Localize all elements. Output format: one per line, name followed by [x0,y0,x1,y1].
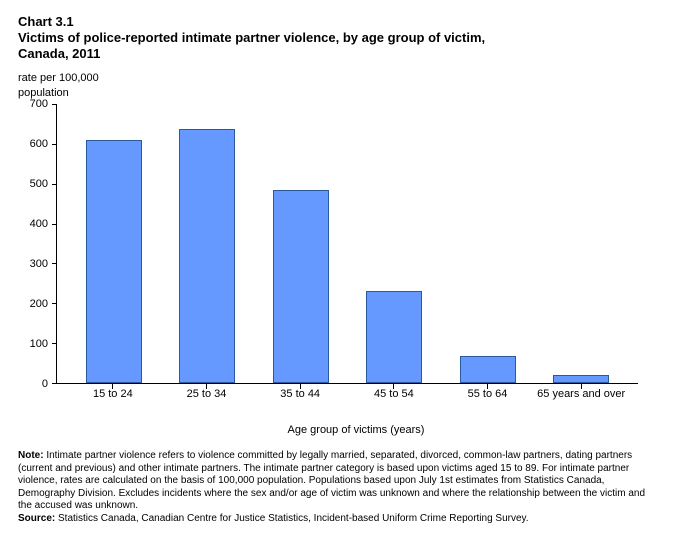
bar [460,356,516,384]
y-axis: 0100200300400500600700 [18,104,52,384]
plot-area: 0100200300400500600700 15 to 2425 to 343… [18,104,638,384]
y-tick-label: 500 [30,178,48,190]
y-tick-label: 600 [30,138,48,150]
y-tick-label: 700 [30,98,48,110]
bar [553,375,609,384]
bar [366,291,422,383]
x-tick-label: 15 to 24 [66,388,160,400]
bar [179,129,235,383]
bar-slot [254,104,348,383]
y-tick-label: 0 [42,378,48,390]
bar-slot [67,104,161,383]
x-tick-label: 35 to 44 [253,388,347,400]
x-axis-title: Age group of victims (years) [56,424,656,436]
bar [86,140,142,383]
x-tick-label: 65 years and over [534,388,628,400]
chart-container: Chart 3.1 Victims of police-reported int… [0,0,674,538]
x-tick-label: 45 to 54 [347,388,441,400]
y-tick-label: 300 [30,258,48,270]
chart-number: Chart 3.1 [18,14,656,30]
bars-group [57,104,638,383]
plot-inner [56,104,638,384]
y-tick-label: 400 [30,218,48,230]
bar-slot [161,104,255,383]
source-label: Source: [18,513,55,524]
y-axis-label-line1: rate per 100,000 [18,72,656,85]
y-tick-label: 100 [30,338,48,350]
x-tick-label: 55 to 64 [441,388,535,400]
bar-slot [535,104,629,383]
chart-notes: Note: Intimate partner violence refers t… [18,450,656,525]
bar [273,190,329,383]
x-tick-label: 25 to 34 [160,388,254,400]
y-axis-label-line2: population [18,87,656,100]
note-label: Note: [18,450,44,461]
bar-slot [348,104,442,383]
bar-slot [441,104,535,383]
x-labels: 15 to 2425 to 3435 to 4445 to 5455 to 64… [56,384,638,400]
y-tick-label: 200 [30,298,48,310]
source-text: Statistics Canada, Canadian Centre for J… [55,513,528,524]
chart-title: Victims of police-reported intimate part… [18,30,518,63]
note-text: Intimate partner violence refers to viol… [18,450,645,511]
